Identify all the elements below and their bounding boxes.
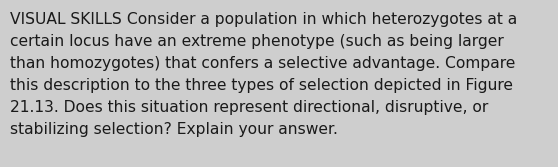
Text: certain locus have an extreme phenotype (such as being larger: certain locus have an extreme phenotype … — [10, 34, 504, 49]
Text: stabilizing selection? Explain your answer.: stabilizing selection? Explain your answ… — [10, 122, 338, 137]
Text: Consider a population in which heterozygotes at a: Consider a population in which heterozyg… — [122, 12, 517, 27]
Text: 21.13. Does this situation represent directional, disruptive, or: 21.13. Does this situation represent dir… — [10, 100, 488, 115]
Text: than homozygotes) that confers a selective advantage. Compare: than homozygotes) that confers a selecti… — [10, 56, 516, 71]
Text: this description to the three types of selection depicted in Figure: this description to the three types of s… — [10, 78, 513, 93]
Text: VISUAL SKILLS: VISUAL SKILLS — [10, 12, 122, 27]
